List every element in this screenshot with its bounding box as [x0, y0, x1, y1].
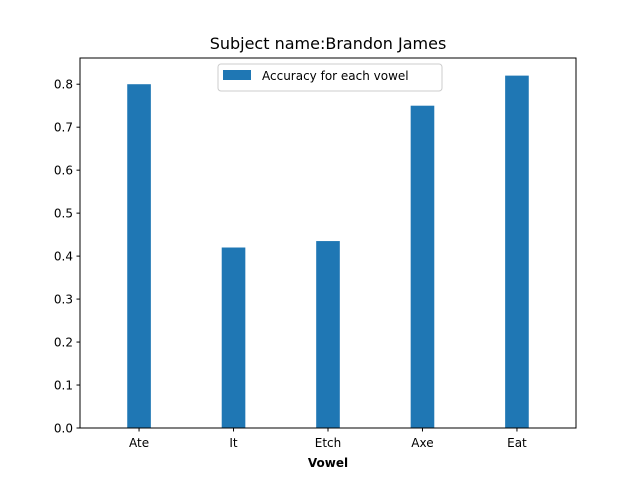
- x-tick-label: It: [229, 436, 238, 450]
- y-tick-label: 0.2: [54, 336, 73, 350]
- x-axis: Ate It Etch Axe Eat: [129, 428, 527, 450]
- y-tick-label: 0.5: [54, 207, 73, 221]
- y-tick-label: 0.3: [54, 293, 73, 307]
- y-tick-label: 0.0: [54, 422, 73, 436]
- x-tick-label: Axe: [411, 436, 433, 450]
- y-axis: 0.0 0.1 0.2 0.3 0.4 0.5 0.6 0.7 0.8: [54, 78, 80, 436]
- x-tick-label: Eat: [507, 436, 527, 450]
- x-tick-label: Ate: [129, 436, 149, 450]
- y-tick-label: 0.7: [54, 121, 73, 135]
- bars-group: [127, 75, 529, 428]
- legend-label: Accuracy for each vowel: [262, 69, 409, 83]
- bar-axe: [410, 105, 435, 428]
- bar-it: [221, 247, 246, 428]
- bar-eat: [505, 75, 529, 428]
- legend-box: [217, 63, 443, 92]
- y-tick-label: 0.4: [54, 250, 73, 264]
- legend-swatch: [223, 70, 251, 80]
- y-tick-label: 0.1: [54, 379, 73, 393]
- x-axis-label: Vowel: [308, 456, 348, 470]
- legend: Accuracy for each vowel: [217, 63, 443, 92]
- y-tick-label: 0.6: [54, 164, 73, 178]
- bar-ate: [127, 84, 151, 428]
- x-tick-label: Etch: [315, 436, 342, 450]
- y-tick-label: 0.8: [54, 78, 73, 92]
- chart-title: Subject name:Brandon James: [210, 34, 447, 53]
- bar-etch: [316, 241, 340, 428]
